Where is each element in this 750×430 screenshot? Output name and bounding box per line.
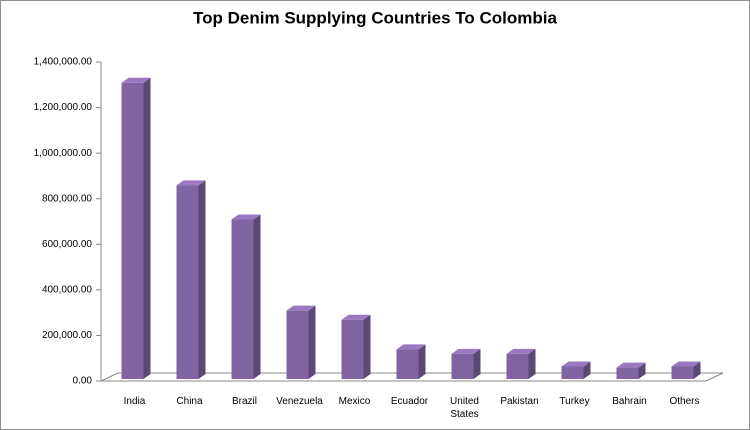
x-tick-label: Brazil — [231, 396, 257, 407]
bar-front — [286, 310, 309, 379]
bar-side — [583, 361, 591, 379]
bar-top — [231, 214, 261, 220]
bar-front — [176, 185, 199, 379]
x-tick-label: Turkey — [559, 396, 590, 407]
bar-top — [561, 361, 591, 367]
bar-top — [451, 348, 481, 354]
bar-front — [616, 367, 639, 379]
bar-front — [121, 82, 144, 380]
bar-top — [121, 77, 151, 83]
bar — [176, 180, 206, 379]
bar-top — [616, 362, 646, 368]
y-tick-label: 200,000.00 — [42, 330, 92, 341]
x-tick-label: Pakistan — [500, 396, 539, 407]
bar-front — [451, 353, 474, 379]
bar-top — [671, 361, 701, 367]
y-tick-label: 0.00 — [73, 376, 93, 387]
bar-front — [231, 219, 254, 379]
bar-top — [396, 344, 426, 350]
bar — [671, 361, 701, 379]
x-tick-label: United States — [450, 396, 479, 420]
chart-title: Top Denim Supplying Countries To Colombi… — [193, 8, 557, 27]
y-tick-label: 1,400,000.00 — [34, 57, 93, 68]
x-tick-label: Ecuador — [390, 396, 429, 407]
bar-front — [671, 366, 694, 379]
bar — [231, 214, 261, 379]
bar — [451, 348, 481, 379]
y-tick-label: 1,000,000.00 — [34, 148, 93, 159]
bar — [616, 362, 646, 379]
y-tick-label: 400,000.00 — [42, 284, 92, 295]
bar-side — [528, 348, 536, 379]
bar-side — [418, 344, 426, 379]
x-tick-label: Venezuela — [276, 396, 323, 407]
y-tick-label: 1,200,000.00 — [34, 102, 93, 113]
x-tick-label: Bahrain — [612, 396, 647, 407]
bar-side — [143, 77, 151, 380]
bar-front — [506, 353, 529, 379]
y-tick-label: 800,000.00 — [42, 193, 92, 204]
bar-top — [341, 314, 371, 320]
bar-top — [506, 348, 536, 354]
bar-front — [396, 349, 419, 379]
bar-top — [286, 305, 316, 311]
bar-side — [363, 314, 371, 379]
x-tick-label: Mexico — [338, 396, 371, 407]
bar — [396, 344, 426, 379]
bar-side — [198, 180, 206, 379]
bar-side — [693, 361, 701, 379]
y-tick-label: 600,000.00 — [42, 239, 92, 250]
bar — [506, 348, 536, 379]
bar-side — [638, 362, 646, 379]
x-tick-label: Others — [669, 396, 700, 407]
bar — [121, 77, 151, 380]
bar-top — [176, 180, 206, 186]
x-tick-label: China — [176, 396, 203, 407]
bar-side — [253, 214, 261, 379]
bar — [286, 305, 316, 379]
bar-front — [341, 319, 364, 379]
x-tick-label: India — [123, 396, 146, 407]
bar-front — [561, 366, 584, 379]
bar-side — [473, 348, 481, 379]
bar — [561, 361, 591, 379]
bar — [341, 314, 371, 379]
bar-side — [308, 305, 316, 379]
